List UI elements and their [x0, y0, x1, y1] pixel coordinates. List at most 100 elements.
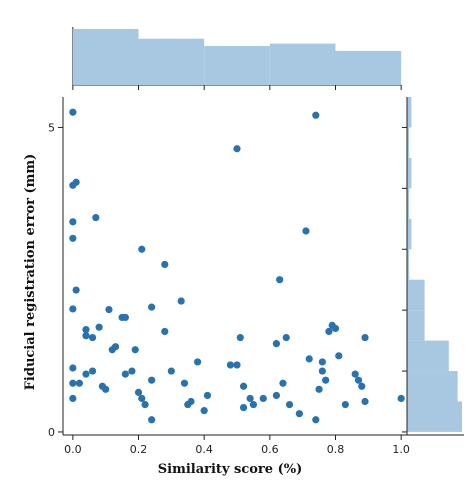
x-hist-bar: [335, 50, 402, 85]
data-point: [312, 416, 320, 424]
data-point: [177, 297, 185, 305]
data-point: [121, 370, 129, 378]
data-point: [72, 286, 80, 294]
y-hist-bar: [407, 371, 458, 402]
data-point: [167, 367, 175, 375]
data-point: [276, 276, 284, 284]
data-point: [279, 379, 287, 387]
data-point: [233, 145, 241, 153]
data-point: [226, 361, 235, 369]
y-hist-bar: [407, 249, 410, 280]
data-point: [239, 382, 248, 390]
y-hist-bar: [407, 97, 412, 128]
data-point: [354, 376, 363, 384]
x-axis-ticks: 0.0 0.2 0.4 0.6 0.8 1.0: [64, 435, 410, 456]
data-point: [272, 391, 280, 400]
data-point: [69, 364, 77, 372]
data-point: [148, 303, 156, 311]
data-point: [138, 394, 146, 403]
x-hist-bar: [269, 43, 336, 85]
data-point: [69, 394, 77, 403]
data-point: [358, 382, 366, 390]
x-tick-label: 0.2: [130, 443, 148, 456]
x-tick-label: 0.4: [195, 443, 213, 456]
scatter-axes: [62, 97, 411, 436]
y-hist-bar: [407, 401, 462, 432]
data-point: [397, 394, 405, 403]
y-hist-bar: [407, 279, 425, 311]
y-hist-bar: [407, 188, 410, 219]
y-hist-bar: [407, 157, 412, 189]
data-point: [95, 323, 103, 331]
data-point: [322, 376, 330, 384]
x-marginal-histogram: [72, 27, 402, 90]
data-point: [69, 108, 77, 116]
data-point: [233, 361, 241, 369]
data-point: [148, 416, 156, 424]
data-point: [131, 346, 139, 354]
data-point: [82, 326, 90, 334]
y-axis-ticks: 05: [48, 121, 63, 439]
x-hist-bar: [204, 46, 270, 85]
data-point: [305, 355, 313, 363]
data-point: [295, 410, 303, 418]
data-point: [200, 407, 208, 415]
x-tick-label: 0.8: [327, 443, 345, 456]
x-tick-label: 0.0: [64, 443, 82, 456]
y-tick-label: 5: [48, 121, 55, 134]
data-point: [69, 218, 77, 226]
data-point: [194, 358, 202, 366]
y-hist-bar: [407, 218, 412, 250]
y-tick-label: 0: [48, 426, 55, 439]
data-point: [82, 370, 90, 378]
data-point: [128, 367, 136, 375]
x-hist-bar: [72, 29, 139, 85]
data-point: [203, 391, 212, 400]
data-point: [318, 367, 326, 375]
data-point: [105, 305, 113, 314]
data-point: [148, 376, 156, 384]
data-point: [351, 370, 359, 378]
x-tick-label: 1.0: [392, 443, 410, 456]
data-point: [341, 400, 349, 409]
data-point: [315, 385, 323, 393]
data-point: [141, 400, 149, 409]
data-point: [161, 260, 169, 269]
data-point: [88, 367, 97, 375]
data-point: [236, 333, 244, 342]
scatter-points: [69, 108, 405, 424]
data-point: [282, 333, 290, 342]
data-point: [180, 379, 189, 387]
data-point: [318, 358, 326, 366]
data-point: [75, 379, 84, 387]
y-hist-bar: [407, 340, 449, 372]
y-hist-bar: [407, 310, 425, 341]
data-point: [88, 333, 97, 342]
data-point: [325, 327, 333, 336]
data-point: [92, 213, 100, 222]
data-point: [246, 394, 254, 403]
y-hist-bar: [407, 127, 410, 158]
data-point: [302, 227, 310, 235]
x-tick-label: 0.6: [261, 443, 279, 456]
data-point: [82, 332, 90, 340]
data-point: [111, 343, 120, 351]
data-point: [361, 333, 369, 342]
data-point: [138, 245, 146, 253]
data-point: [335, 352, 343, 360]
y-marginal-histogram: [402, 97, 464, 436]
data-point: [259, 394, 267, 403]
data-point: [121, 313, 129, 322]
data-point: [272, 340, 280, 348]
data-point: [102, 385, 110, 393]
data-point: [69, 305, 77, 313]
data-point: [331, 324, 340, 333]
data-point: [69, 379, 77, 387]
y-axis-title: Fiducial registration error (mm): [23, 154, 38, 391]
data-point: [134, 388, 143, 396]
data-point: [187, 397, 195, 406]
data-point: [239, 403, 248, 412]
data-point: [312, 111, 320, 119]
data-point: [285, 400, 294, 409]
data-point: [72, 178, 80, 186]
